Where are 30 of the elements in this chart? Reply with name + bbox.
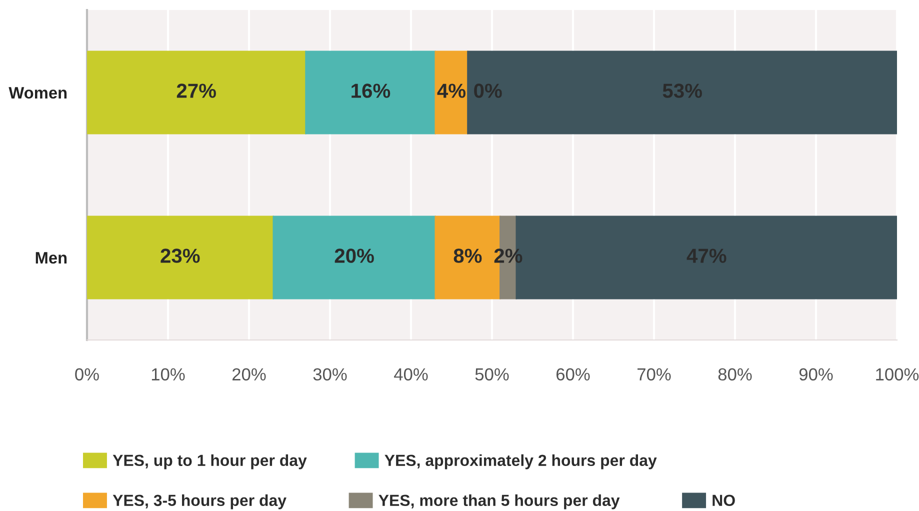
bar	[87, 50, 306, 134]
legend-label: NO	[712, 494, 735, 506]
x-tick-label: 0%	[75, 368, 99, 381]
bar	[305, 50, 436, 134]
x-tick-label: 70%	[638, 368, 671, 381]
data-label: 4%	[437, 84, 466, 98]
bar	[272, 216, 436, 300]
bar	[467, 50, 897, 134]
x-tick-label: 30%	[313, 368, 347, 381]
legend-label: YES, 3-5 hours per day	[112, 494, 286, 510]
y-tick-label: Women	[8, 87, 67, 99]
y-tick-label: Men	[36, 252, 67, 264]
data-label: 27%	[176, 84, 216, 98]
data-label: 23%	[160, 248, 200, 263]
x-tick-label: 100%	[876, 368, 919, 381]
data-label: 16%	[352, 84, 390, 98]
data-label: 20%	[334, 248, 374, 263]
bar	[434, 50, 468, 134]
legend-label: YES, more than 5 hours per day	[378, 494, 620, 510]
bar	[87, 216, 274, 300]
x-tick-label: 80%	[718, 368, 752, 381]
x-tick-label: 50%	[475, 368, 509, 381]
x-tick-label: 40%	[394, 368, 428, 381]
legend-label: YES, up to 1 hour per day	[112, 454, 307, 470]
x-tick-label: 20%	[232, 368, 266, 381]
x-tick-label: 90%	[799, 368, 833, 381]
x-tick-label: 60%	[556, 368, 590, 381]
x-tick-label: 10%	[152, 368, 185, 381]
data-label: 8%	[454, 248, 482, 263]
legend-label: YES, approximately 2 hours per day	[384, 454, 657, 470]
